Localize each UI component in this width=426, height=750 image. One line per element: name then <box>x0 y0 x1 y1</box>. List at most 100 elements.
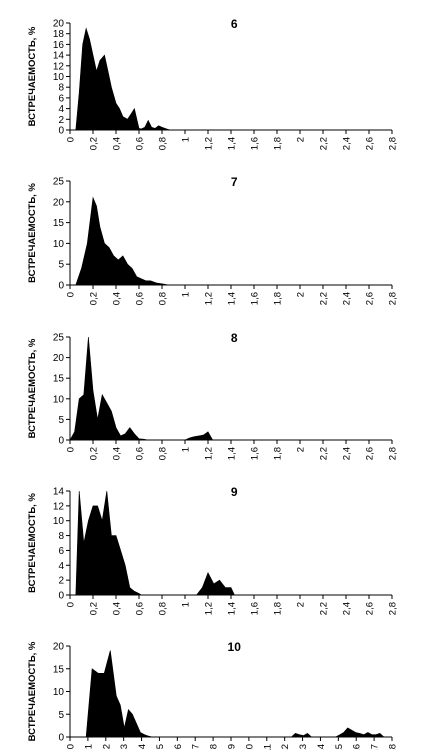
x-tick-label: 0,4 <box>112 137 123 150</box>
y-tick-label: 4 <box>58 104 64 115</box>
x-tick-label: 0,6 <box>135 447 146 460</box>
y-tick-label: 5 <box>58 260 64 271</box>
x-tick-label: 0 <box>66 744 77 749</box>
x-tick-label: 0,8 <box>158 447 169 460</box>
x-tick-label: 2,2 <box>319 447 330 460</box>
chart-title: 8 <box>231 331 238 345</box>
y-axis-label: ВСТРЕЧАЕМОСТЬ, % <box>27 493 38 593</box>
x-tick-label: 2,6 <box>365 292 376 305</box>
y-tick-label: 0 <box>58 591 64 602</box>
x-tick-label: 0,8 <box>158 137 169 150</box>
x-tick-label: 1,2 <box>204 602 215 615</box>
x-tick-label: 1,8 <box>273 292 284 305</box>
chart-panel-8: 0 5 10 15 20 25 0 0,2 0,4 0,6 0,8 1 1,2 1,4 1,6 1,8 2 2,2… <box>27 331 399 460</box>
x-tick-label: 2,2 <box>319 602 330 615</box>
x-tick-label: 2,4 <box>342 602 353 615</box>
x-tick-label: 2 <box>296 292 307 297</box>
x-tick-label: 0,8 <box>158 602 169 615</box>
y-tick-label: 10 <box>53 516 65 527</box>
x-tick-label: 16 <box>352 744 363 750</box>
x-tick-label: 2,4 <box>342 447 353 460</box>
y-tick-label: 0 <box>58 126 64 137</box>
y-tick-label: 15 <box>53 218 65 229</box>
x-tick-label: 1,4 <box>227 292 238 305</box>
x-tick-label: 0,6 <box>135 292 146 305</box>
x-tick-label: 0 <box>66 602 77 607</box>
x-tick-label: 1,6 <box>250 137 261 150</box>
x-tick-label: 1,8 <box>273 447 284 460</box>
chart-title: 7 <box>231 175 238 189</box>
y-tick-label: 20 <box>53 642 65 653</box>
x-tick-label: 2,8 <box>388 602 399 615</box>
x-tick-label: 2,8 <box>388 447 399 460</box>
x-tick-label: 4 <box>137 744 148 749</box>
chart-panel-9: 0 2 4 6 8 10 12 14 0 0,2 0,4 0,6 0,8 1 1,2 1,4 1,6 1,8 2 2,… <box>27 485 399 615</box>
y-tick-label: 25 <box>53 333 65 344</box>
y-tick-label: 10 <box>53 394 65 405</box>
y-tick-label: 10 <box>53 239 65 250</box>
y-tick-label: 4 <box>58 561 64 572</box>
x-tick-label: 0 <box>66 137 77 142</box>
x-tick-label: 2,6 <box>365 137 376 150</box>
x-tick-label: 17 <box>370 744 381 750</box>
x-tick-label: 0,2 <box>89 602 100 615</box>
x-tick-label: 1 <box>181 602 192 607</box>
x-tick-label: 1,4 <box>227 137 238 150</box>
x-tick-label: 15 <box>334 744 345 750</box>
x-tick-label: 1,6 <box>250 447 261 460</box>
area-series-10 <box>85 650 385 738</box>
x-tick-label: 2,6 <box>365 447 376 460</box>
y-axis-label: ВСТРЕЧАЕМОСТЬ, % <box>27 338 38 438</box>
x-tick-label: 2,4 <box>342 292 353 305</box>
x-tick-label: 10 <box>244 744 255 750</box>
x-tick-label: 2,8 <box>388 292 399 305</box>
x-tick-label: 1,2 <box>204 137 215 150</box>
x-tick-label: 1,6 <box>250 602 261 615</box>
y-tick-label: 10 <box>53 687 65 698</box>
x-tick-label: 0,6 <box>135 137 146 150</box>
y-tick-label: 5 <box>58 710 64 721</box>
x-tick-label: 12 <box>280 744 291 750</box>
y-tick-label: 12 <box>53 61 65 72</box>
x-tick-label: 2 <box>101 744 112 749</box>
x-tick-label: 1,4 <box>227 602 238 615</box>
y-tick-label: 25 <box>53 177 65 188</box>
x-tick-label: 0,4 <box>112 292 123 305</box>
area-series-7 <box>75 196 169 286</box>
y-tick-label: 15 <box>53 664 65 675</box>
x-tick-label: 13 <box>298 744 309 750</box>
y-tick-label: 6 <box>58 546 64 557</box>
x-tick-label: 0,4 <box>112 447 123 460</box>
x-tick-label: 0,2 <box>89 292 100 305</box>
x-tick-label: 2,2 <box>319 292 330 305</box>
x-tick-label: 0 <box>66 292 77 297</box>
x-tick-label: 2,8 <box>388 137 399 150</box>
x-tick-label: 6 <box>173 744 184 749</box>
y-tick-label: 15 <box>53 374 65 385</box>
x-tick-label: 2,4 <box>342 137 353 150</box>
x-tick-label: 1,2 <box>204 447 215 460</box>
x-tick-label: 14 <box>316 744 327 750</box>
x-tick-label: 0,8 <box>158 292 169 305</box>
y-axis-label: ВСТРЕЧАЕМОСТЬ, % <box>27 183 38 283</box>
y-tick-label: 2 <box>58 115 64 126</box>
y-tick-label: 20 <box>53 19 65 30</box>
y-tick-label: 0 <box>58 733 64 744</box>
y-tick-label: 20 <box>53 353 65 364</box>
x-tick-label: 0,2 <box>89 137 100 150</box>
area-series-9 <box>75 490 235 596</box>
x-tick-label: 0 <box>66 447 77 452</box>
y-tick-label: 10 <box>53 72 65 83</box>
y-tick-label: 5 <box>58 415 64 426</box>
y-axis-label: ВСТРЕЧАЕМОСТЬ, % <box>27 641 38 741</box>
x-tick-label: 2,2 <box>319 137 330 150</box>
x-tick-label: 1,8 <box>273 602 284 615</box>
x-tick-label: 8 <box>209 744 220 749</box>
x-tick-label: 1 <box>181 292 192 297</box>
x-tick-label: 1,6 <box>250 292 261 305</box>
x-tick-label: 3 <box>119 744 130 749</box>
y-tick-label: 18 <box>53 29 65 40</box>
y-tick-label: 14 <box>53 487 65 498</box>
